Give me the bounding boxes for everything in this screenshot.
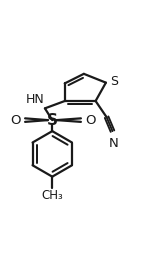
Text: S: S (47, 113, 58, 128)
Text: N: N (108, 137, 118, 150)
Text: O: O (10, 114, 21, 127)
Text: HN: HN (25, 93, 44, 106)
Text: CH₃: CH₃ (41, 189, 63, 202)
Text: S: S (110, 75, 118, 89)
Text: O: O (85, 114, 96, 127)
